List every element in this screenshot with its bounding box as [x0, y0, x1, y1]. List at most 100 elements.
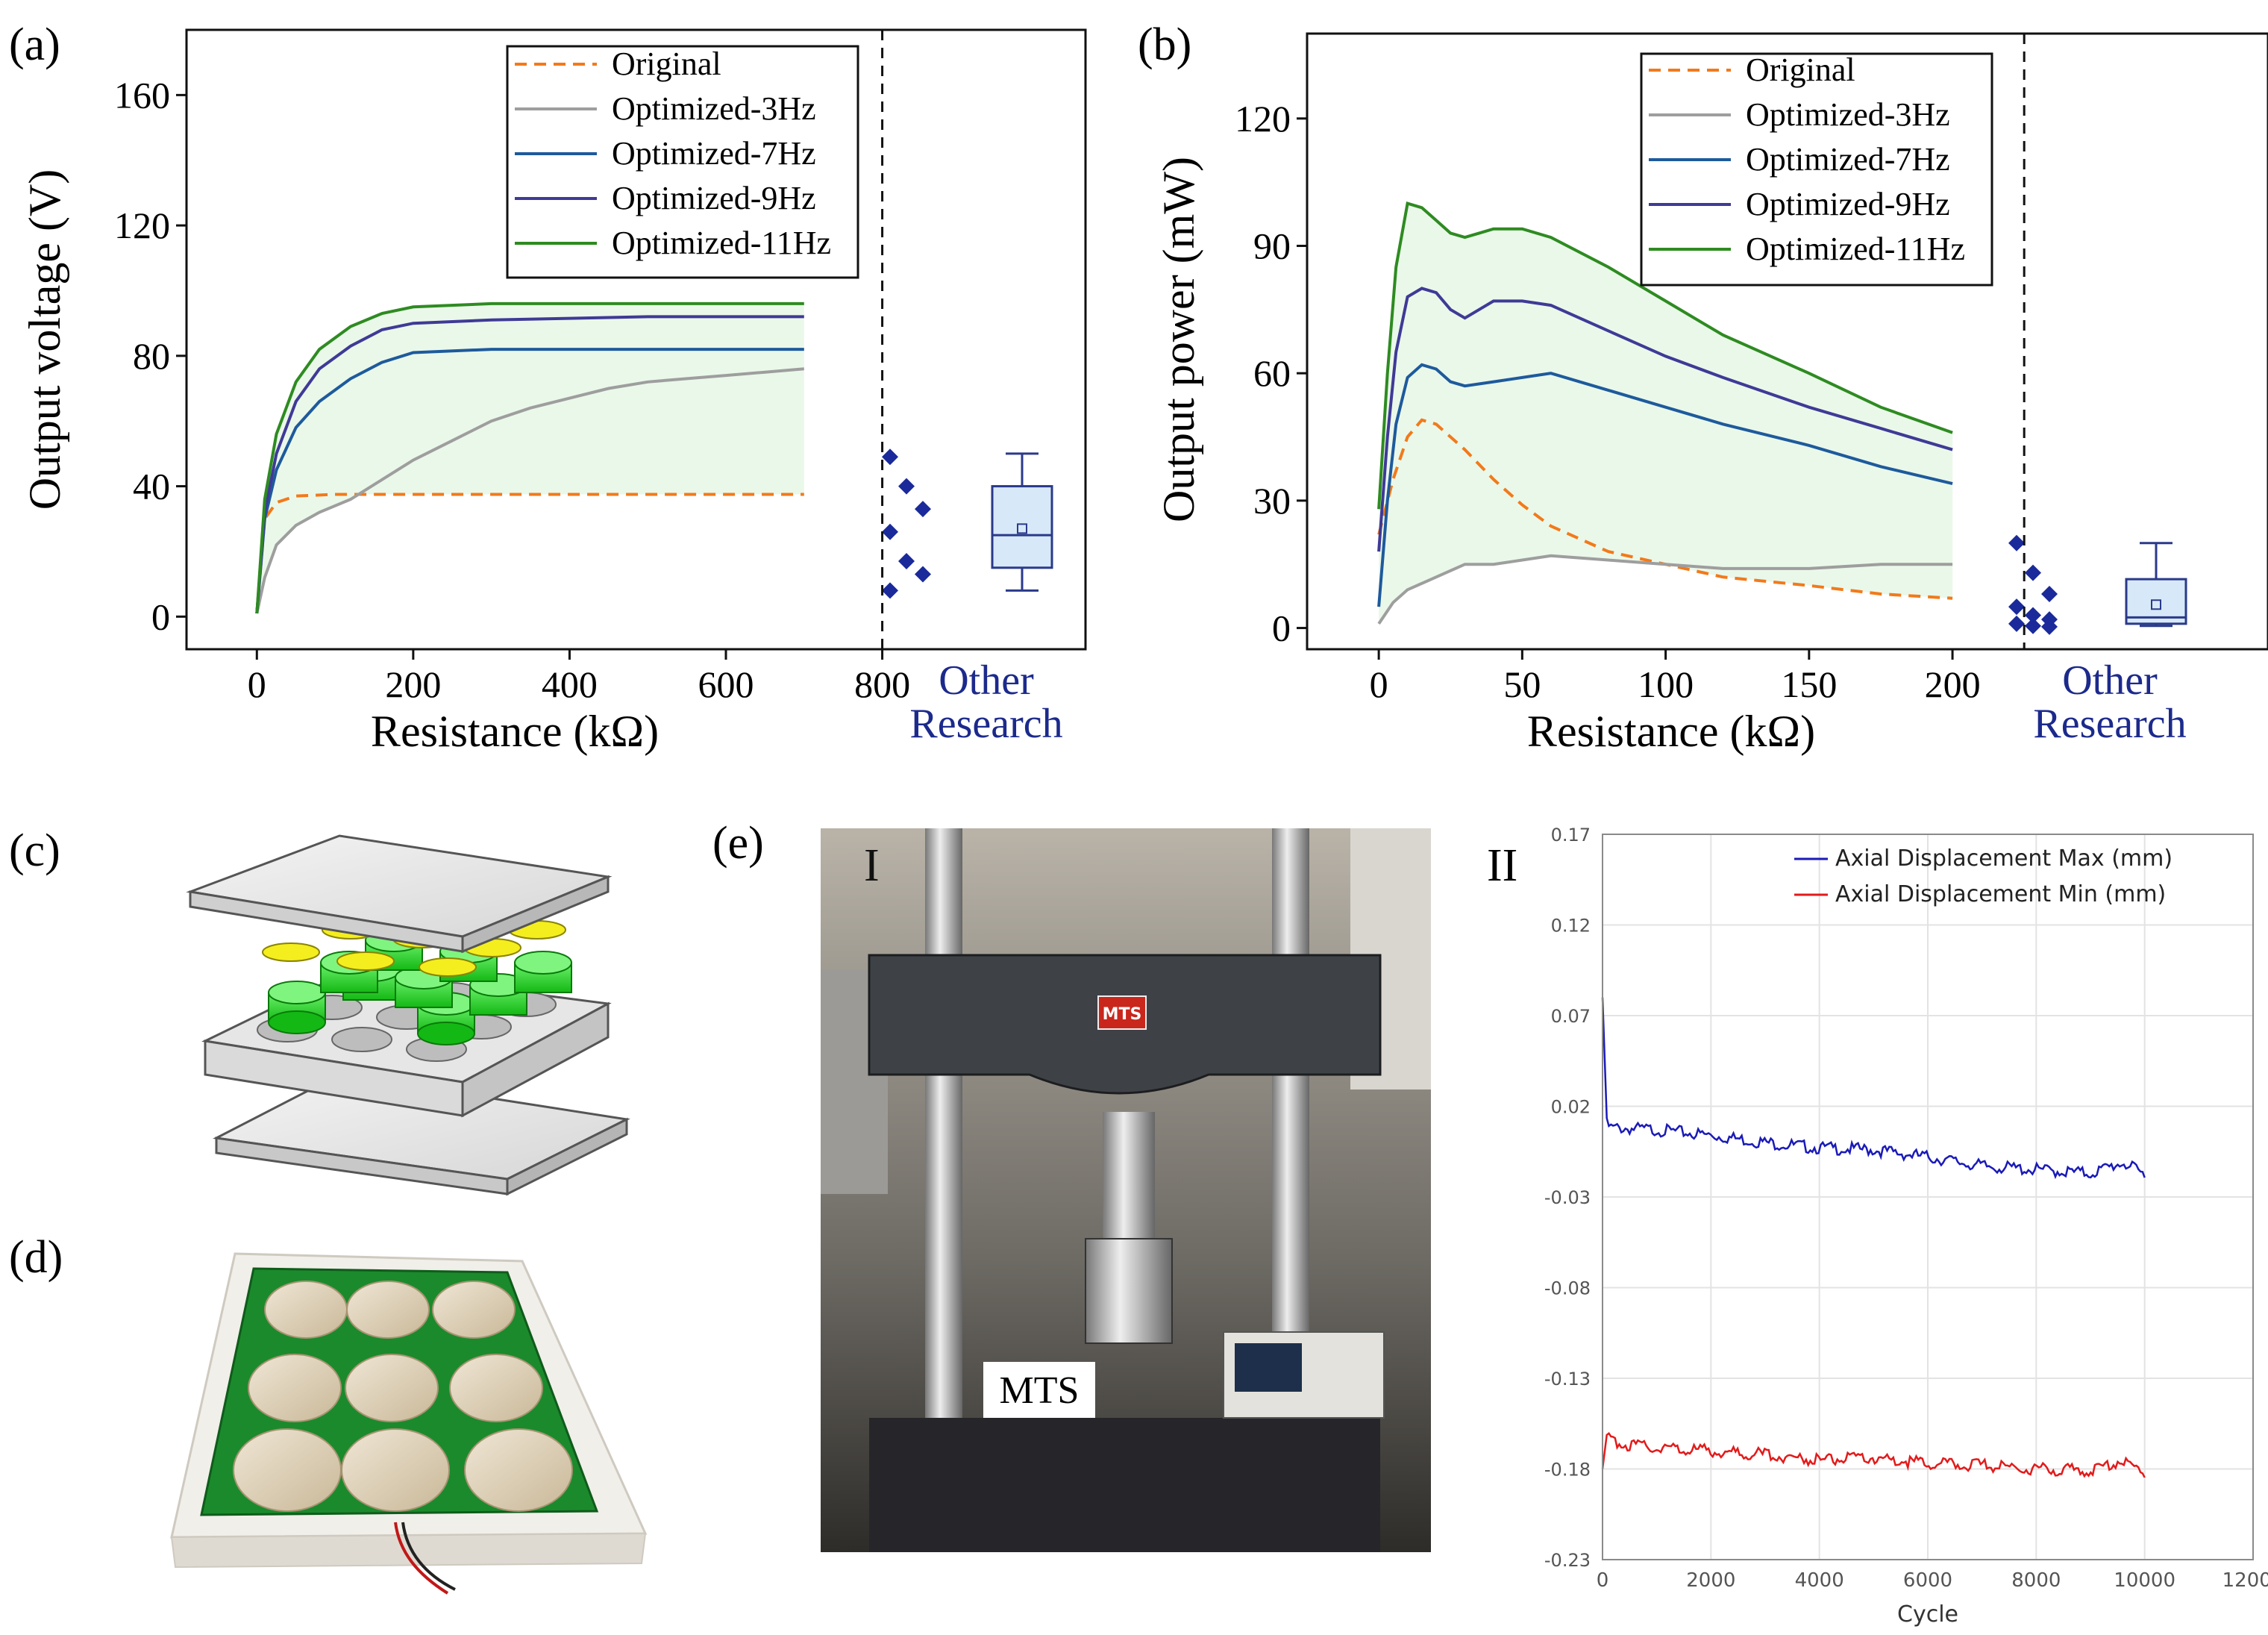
- chart-b-legend: Original Optimized-3Hz Optimized-7Hz Optimi…: [1640, 51, 1993, 287]
- mts-column-left: [925, 828, 962, 1425]
- chart-b-series-3: [1377, 287, 1953, 552]
- chart-a-xtick-label-1: 200: [385, 663, 441, 705]
- chart-a-ytick-label-3: 120: [114, 204, 170, 246]
- chart-e-ytick-label-6: -0.13: [1544, 1369, 1591, 1389]
- chart-b-series-2: [1377, 363, 1953, 607]
- chart-e-ytick-label-1: 0.12: [1551, 916, 1591, 937]
- chart-a-legend-label-2: Optimized-7Hz: [612, 135, 816, 172]
- panel-label-d: (d): [9, 1232, 63, 1283]
- chart-b-shaded-band: [1379, 203, 1953, 624]
- chart-e-xlabel: Cycle: [1897, 1601, 1958, 1628]
- panel-label-c: (c): [9, 825, 60, 876]
- chart-e-xtick-label-1: 2000: [1686, 1569, 1735, 1592]
- chart-e-legend-label-0: Axial Displacement Max (mm): [1835, 845, 2173, 872]
- chart-a-other-label-2: Research: [909, 701, 1062, 747]
- chart-b-legend-label-2: Optimized-7Hz: [1746, 141, 1950, 178]
- chart-a-ytick-label-0: 0: [151, 595, 170, 637]
- chart-b-other-point-2: [2041, 586, 2058, 603]
- chart-a-legend-label-0: Original: [612, 46, 721, 82]
- chart-a-legend-box: [506, 45, 859, 279]
- chart-a-other-point-3: [882, 523, 898, 540]
- chart-b-legend-label-3: Optimized-9Hz: [1746, 186, 1950, 222]
- chart-a-legend-label-3: Optimized-9Hz: [612, 180, 816, 216]
- chart-a-other-point-1: [898, 478, 915, 495]
- panel-label-a: (a): [9, 19, 60, 70]
- chart-b-other-point-1: [2025, 564, 2041, 581]
- chart-a-xtick-label-4: 800: [854, 663, 910, 705]
- chart-b-ytick-label-3: 90: [1253, 225, 1291, 266]
- chart-a-other-point-6: [882, 582, 898, 599]
- chart-e-series-0: [1601, 997, 2146, 1180]
- chart-e-xtick-label-0: 0: [1597, 1569, 1609, 1592]
- chart-b-ytick-label-4: 120: [1235, 98, 1291, 140]
- chart-b-xtick-label-3: 150: [1781, 663, 1837, 705]
- chart-b-legend-label-0: Original: [1746, 51, 1855, 88]
- chart-e-ytick-label-0: 0.17: [1551, 825, 1591, 845]
- chart-b-xlabel: Resistance (kΩ): [1527, 707, 1815, 756]
- chart-b-ytick-label-0: 0: [1272, 607, 1291, 649]
- chart-e-ytick-label-2: 0.07: [1551, 1006, 1591, 1027]
- chart-b-power: (b) 0 50 100 150 200 0 30 60 90 120 Resistance (k…: [1138, 19, 2268, 756]
- chart-b-other-point-7: [2025, 617, 2041, 634]
- chart-b-other-point-3: [2008, 598, 2025, 616]
- chart-b-series-1: [1377, 554, 1953, 625]
- chart-a-box: [991, 485, 1053, 569]
- mts-clamp: [1085, 1238, 1173, 1344]
- chart-e-ytick-label-8: -0.23: [1544, 1550, 1591, 1571]
- chart-a-other-point-2: [915, 501, 931, 518]
- wires: [394, 1522, 449, 1595]
- piezo-discs: [233, 1281, 573, 1512]
- chart-a-frame: [185, 28, 1087, 651]
- chart-b-ylabel: Output power (mW): [1154, 157, 1203, 522]
- chart-b-xtick-label-0: 0: [1370, 663, 1388, 705]
- chart-e-ytick-label-3: 0.02: [1551, 1097, 1591, 1118]
- chart-e-xtick-label-3: 6000: [1903, 1569, 1952, 1592]
- chart-b-other-label-2: Research: [2033, 701, 2186, 747]
- panel-d-device-photo: (d): [9, 1232, 648, 1595]
- chart-b-frame: [1306, 32, 2268, 651]
- chart-b-xtick-label-2: 100: [1638, 663, 1694, 705]
- chart-b-series-4: [1377, 201, 1953, 510]
- chart-b-ytick-label-1: 30: [1253, 480, 1291, 522]
- chart-a-other-point-0: [882, 448, 898, 466]
- chart-e-ytick-label-5: -0.08: [1544, 1278, 1591, 1299]
- chart-b-other-label-1: Other: [2062, 657, 2158, 704]
- chart-a-xtick-label-0: 0: [248, 663, 266, 705]
- mts-actuator: [1103, 1112, 1155, 1246]
- chart-b-legend-box: [1640, 52, 1993, 287]
- chart-e-series-1: [1601, 1432, 2146, 1478]
- mts-label: MTS: [1000, 1369, 1080, 1412]
- mts-label-box: [983, 1362, 1095, 1418]
- chart-e-frame: [1602, 834, 2254, 1560]
- panel-e-mts-photo: (e) MTS MTS I: [712, 818, 1431, 1552]
- chart-e-xtick-label-5: 10000: [2114, 1569, 2175, 1592]
- chart-b-other-point-0: [2008, 534, 2025, 551]
- chart-a-ytick-label-2: 80: [133, 335, 170, 377]
- panel-c-exploded-model: (c): [9, 825, 630, 1196]
- chart-a-other-point-4: [898, 553, 915, 570]
- chart-a-xtick-label-2: 400: [542, 663, 598, 705]
- chart-b-legend-label-4: Optimized-11Hz: [1746, 231, 1965, 267]
- chart-b-legend-label-1: Optimized-3Hz: [1746, 96, 1950, 133]
- chart-a-series-1: [255, 367, 804, 614]
- chart-b-series-0: [1377, 418, 1953, 600]
- chart-e-xtick-label-2: 4000: [1795, 1569, 1844, 1592]
- panel-e-sub-II: II: [1487, 840, 1517, 891]
- panel-label-e: (e): [712, 818, 764, 869]
- chart-a-box-mean: [1017, 523, 1027, 534]
- chart-a-voltage: (a) 0 200 400 600 800 0 40 80 120 160 Resistance …: [9, 19, 1087, 756]
- panel-label-b: (b): [1138, 19, 1191, 70]
- mts-badge: [1097, 995, 1147, 1030]
- chart-e-ytick-label-4: -0.03: [1544, 1187, 1591, 1208]
- chart-a-series-3: [255, 315, 804, 614]
- chart-a-series-0: [255, 493, 804, 614]
- mts-column-right: [1272, 828, 1309, 1425]
- chart-a-series-4: [255, 301, 804, 614]
- chart-a-legend-label-1: Optimized-3Hz: [612, 90, 816, 127]
- chart-b-other-point-8: [2041, 618, 2058, 635]
- chart-a-legend-label-4: Optimized-11Hz: [612, 225, 831, 261]
- chart-a-series-2: [255, 348, 804, 614]
- chart-a-ytick-label-4: 160: [114, 74, 170, 116]
